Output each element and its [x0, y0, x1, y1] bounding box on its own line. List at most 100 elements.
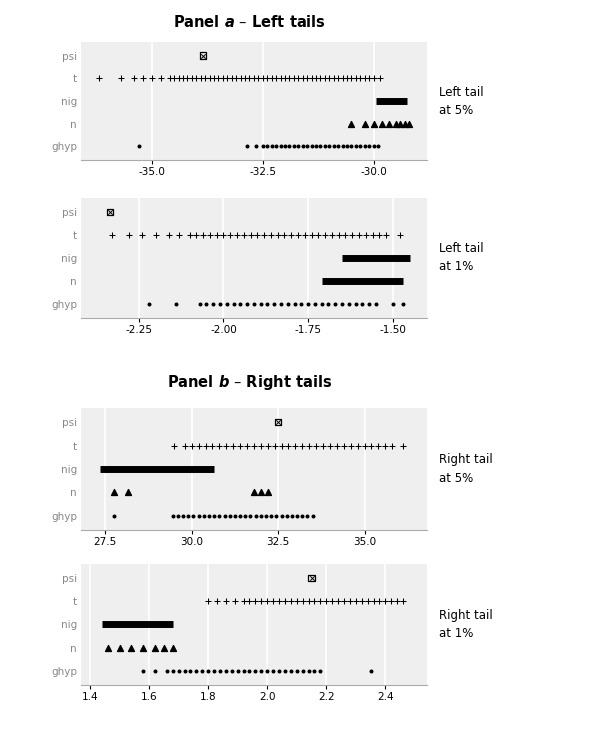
Point	[246, 510, 255, 522]
Point	[320, 140, 329, 152]
Text: Left tail
at 5%: Left tail at 5%	[439, 86, 483, 116]
Point	[293, 140, 303, 152]
Point	[258, 140, 267, 152]
Point	[308, 510, 317, 522]
Point	[221, 439, 231, 451]
Point	[174, 665, 183, 677]
Point	[398, 439, 407, 451]
Point	[138, 665, 148, 677]
Point	[298, 665, 308, 677]
Point	[256, 510, 266, 522]
Point	[245, 595, 254, 607]
Text: Right tail
at 5%: Right tail at 5%	[439, 454, 492, 484]
Point	[115, 642, 124, 653]
Point	[337, 298, 347, 310]
Point	[367, 439, 376, 451]
Point	[242, 298, 252, 310]
Point	[209, 665, 219, 677]
Point	[304, 298, 313, 310]
Point	[300, 229, 310, 241]
Point	[214, 72, 224, 84]
Point	[276, 298, 286, 310]
Point	[286, 595, 296, 607]
Point	[257, 595, 266, 607]
Point	[292, 510, 302, 522]
Point	[194, 439, 203, 451]
Point	[263, 665, 272, 677]
Point	[222, 298, 231, 310]
Point	[173, 510, 183, 522]
Point	[302, 140, 312, 152]
Point	[371, 298, 380, 310]
Point	[202, 298, 212, 310]
Point	[351, 140, 361, 152]
Point	[227, 72, 237, 84]
Point	[230, 595, 240, 607]
Point	[271, 72, 281, 84]
Point	[245, 665, 254, 677]
Point	[249, 298, 259, 310]
Point	[398, 298, 408, 310]
Point	[325, 140, 334, 152]
Point	[289, 72, 299, 84]
Point	[228, 439, 238, 451]
Point	[347, 118, 356, 130]
Point	[392, 595, 402, 607]
Point	[277, 510, 287, 522]
Point	[156, 72, 166, 84]
Point	[303, 510, 313, 522]
Point	[332, 439, 342, 451]
Point	[358, 298, 367, 310]
Point	[274, 595, 284, 607]
Point	[168, 665, 177, 677]
Point	[307, 229, 316, 241]
Point	[256, 486, 266, 498]
Point	[386, 595, 396, 607]
Point	[263, 140, 272, 152]
Point	[280, 665, 290, 677]
Point	[263, 595, 272, 607]
Point	[329, 72, 338, 84]
Point	[287, 510, 297, 522]
Point	[236, 510, 245, 522]
Point	[331, 298, 340, 310]
Point	[360, 72, 370, 84]
Point	[203, 665, 213, 677]
Point	[276, 140, 285, 152]
Point	[369, 140, 379, 152]
Point	[263, 72, 272, 84]
Point	[334, 140, 343, 152]
Point	[351, 298, 361, 310]
Point	[105, 206, 115, 218]
Point	[254, 72, 263, 84]
Point	[129, 72, 139, 84]
Point	[387, 439, 397, 451]
Point	[310, 595, 319, 607]
Point	[304, 665, 313, 677]
Point	[374, 595, 384, 607]
Point	[187, 439, 197, 451]
Point	[351, 72, 361, 84]
Point	[360, 118, 370, 130]
Point	[239, 595, 248, 607]
Point	[324, 298, 334, 310]
Point	[240, 72, 250, 84]
Point	[221, 665, 231, 677]
Point	[251, 595, 260, 607]
Point	[185, 229, 194, 241]
Point	[205, 229, 215, 241]
Point	[304, 595, 313, 607]
Point	[388, 298, 398, 310]
Point	[342, 140, 352, 152]
Point	[364, 72, 374, 84]
Point	[268, 665, 278, 677]
Point	[320, 72, 329, 84]
Point	[342, 72, 352, 84]
Point	[256, 439, 266, 451]
Point	[218, 72, 228, 84]
Point	[242, 140, 252, 152]
Point	[196, 72, 206, 84]
Point	[225, 229, 235, 241]
Point	[261, 510, 271, 522]
Point	[266, 510, 276, 522]
